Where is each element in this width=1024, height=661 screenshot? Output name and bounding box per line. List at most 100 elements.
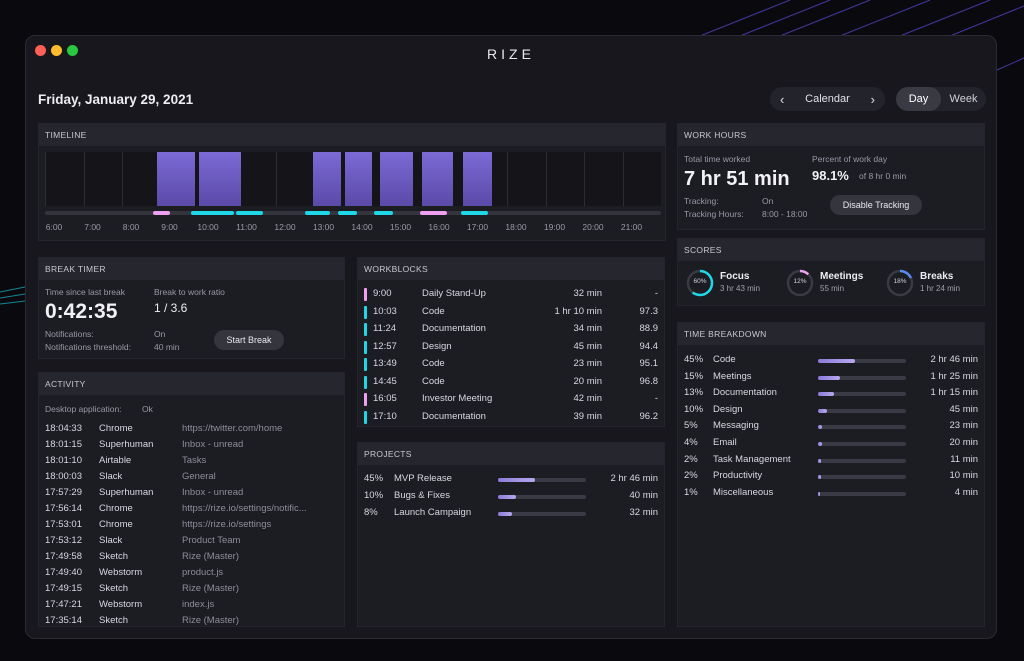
workblock-row[interactable]: 14:45 Code 20 min 96.8 xyxy=(358,375,664,390)
timeline-workblock-segment[interactable] xyxy=(152,211,171,215)
activity-detail: https://rize.io/settings/notific... xyxy=(182,503,307,514)
breakdown-row[interactable]: 1% Miscellaneous 4 min xyxy=(678,487,984,501)
notifications-value: On xyxy=(154,329,166,339)
workblock-row[interactable]: 16:05 Investor Meeting 42 min - xyxy=(358,393,664,407)
breakdown-row[interactable]: 2% Productivity 10 min xyxy=(678,470,984,484)
timeline-hour-label: 15:00 xyxy=(389,222,412,232)
chevron-left-icon[interactable]: ‹ xyxy=(780,91,785,107)
activity-row[interactable]: 18:01:15 Superhuman Inbox - unread xyxy=(39,439,344,453)
activity-row[interactable]: 17:57:29 Superhuman Inbox - unread xyxy=(39,487,344,501)
score-ring xyxy=(686,269,714,297)
workblock-name: Code xyxy=(422,358,445,369)
activity-detail: product.js xyxy=(182,567,224,578)
activity-app: Superhuman xyxy=(99,487,154,498)
view-day-button[interactable]: Day xyxy=(896,87,941,111)
start-break-button[interactable]: Start Break xyxy=(214,330,284,350)
activity-app: Superhuman xyxy=(99,439,154,450)
close-window-button[interactable] xyxy=(35,45,46,56)
workblock-row[interactable]: 17:10 Documentation 39 min 96.2 xyxy=(358,410,664,425)
activity-row[interactable]: 18:04:33 Chrome https://twitter.com/home xyxy=(39,423,344,437)
workblock-duration: 34 min xyxy=(573,323,602,334)
timeline-workblock-segment[interactable] xyxy=(191,211,234,215)
timeline-activity-block[interactable] xyxy=(312,152,342,206)
percent-value: 98.1% xyxy=(812,168,849,183)
project-row[interactable]: 45% MVP Release 2 hr 46 min xyxy=(358,473,664,487)
activity-row[interactable]: 17:35:14 Sketch Rize (Master) xyxy=(39,615,344,629)
breakdown-bar xyxy=(818,491,906,496)
timeline-activity-block[interactable] xyxy=(422,152,454,206)
workblock-name: Documentation xyxy=(422,323,486,334)
timeline-hour-cell xyxy=(276,152,315,206)
breakdown-row[interactable]: 13% Documentation 1 hr 15 min xyxy=(678,387,984,401)
breakdown-row[interactable]: 2% Task Management 11 min xyxy=(678,454,984,468)
activity-detail: General xyxy=(182,471,216,482)
view-week-button[interactable]: Week xyxy=(949,93,978,105)
activity-row[interactable]: 17:56:14 Chrome https://rize.io/settings/n… xyxy=(39,503,344,517)
breakdown-bar xyxy=(818,442,906,446)
percent-sub: of 8 hr 0 min xyxy=(859,171,907,181)
breakdown-row[interactable]: 45% Code 2 hr 46 min xyxy=(678,354,984,368)
activity-row[interactable]: 18:01:10 Airtable Tasks xyxy=(39,455,344,469)
activity-row[interactable]: 17:53:01 Chrome https://rize.io/settings xyxy=(39,519,344,533)
workblock-score: - xyxy=(654,288,658,299)
activity-time: 17:53:12 xyxy=(45,535,82,546)
minimize-window-button[interactable] xyxy=(51,45,62,56)
timeline-workblock-segment[interactable] xyxy=(374,211,394,215)
chevron-right-icon[interactable]: › xyxy=(870,91,875,107)
timeline-activity-block[interactable] xyxy=(379,152,400,206)
project-row[interactable]: 10% Bugs & Fixes 40 min xyxy=(358,490,664,504)
breakdown-percent: 2% xyxy=(684,453,698,465)
activity-time: 17:49:40 xyxy=(45,567,82,578)
project-bar-fill xyxy=(498,495,516,499)
activity-row[interactable]: 17:49:58 Sketch Rize (Master) xyxy=(39,551,344,565)
workblock-row[interactable]: 11:24 Documentation 34 min 88.9 xyxy=(358,323,664,337)
timeline-workblock-segment[interactable] xyxy=(460,211,488,215)
activity-app: Sketch xyxy=(99,583,129,594)
breakdown-duration: 11 min xyxy=(950,453,978,465)
breakdown-bar-fill xyxy=(818,425,823,430)
timeline-activity-block[interactable] xyxy=(156,152,196,206)
breakdown-bar-fill xyxy=(818,491,820,496)
timeline-workblock-segment[interactable] xyxy=(304,211,330,215)
workblock-color-bar xyxy=(364,410,367,424)
page-title: Friday, January 29, 2021 xyxy=(38,92,194,107)
workblock-score: 96.8 xyxy=(639,375,659,387)
breakdown-row[interactable]: 5% Messaging 23 min xyxy=(678,420,984,434)
activity-row[interactable]: 17:49:40 Webstorm product.js xyxy=(39,567,344,581)
activity-row[interactable]: 17:47:21 Webstorm index.js xyxy=(39,599,344,613)
timeline-activity-block[interactable] xyxy=(462,152,492,206)
activity-detail: index.js xyxy=(182,599,215,610)
workblock-row[interactable]: 13:49 Code 23 min 95.1 xyxy=(358,358,664,372)
timeline-hour-cell xyxy=(545,152,585,206)
activity-time: 17:49:15 xyxy=(45,583,82,594)
timeline-workblock-segment[interactable] xyxy=(235,211,263,215)
disable-tracking-button[interactable]: Disable Tracking xyxy=(830,195,922,215)
timeline-activity-block[interactable] xyxy=(199,152,228,206)
workblock-row[interactable]: 10:03 Code 1 hr 10 min 97.3 xyxy=(358,305,664,320)
activity-app: Sketch xyxy=(99,551,129,562)
break-timer-panel: BREAK TIMER Time since last break 0:42:3… xyxy=(38,257,345,359)
breakdown-row[interactable]: 15% Meetings 1 hr 25 min xyxy=(678,371,984,385)
activity-row[interactable]: 17:53:12 Slack Product Team xyxy=(39,535,344,549)
breakdown-bar-fill xyxy=(818,475,821,480)
activity-row[interactable]: 17:49:15 Sketch Rize (Master) xyxy=(39,583,344,597)
calendar-button[interactable]: Calendar xyxy=(805,93,850,105)
breakdown-row[interactable]: 4% Email 20 min xyxy=(678,437,984,451)
timeline-activity-block[interactable] xyxy=(227,152,242,206)
timeline-workblock-segment[interactable] xyxy=(337,211,357,215)
project-bar-fill xyxy=(498,478,535,482)
breakdown-bar-fill xyxy=(818,408,827,413)
timeline-activity-block[interactable] xyxy=(399,152,413,206)
breakdown-bar-fill xyxy=(818,442,822,446)
activity-row[interactable]: 18:00:03 Slack General xyxy=(39,471,344,485)
workblock-row[interactable]: 9:00 Daily Stand-Up 32 min - xyxy=(358,288,664,302)
breakdown-row[interactable]: 10% Design 45 min xyxy=(678,404,984,418)
timeline-activity-block[interactable] xyxy=(345,152,373,206)
breakdown-category: Miscellaneous xyxy=(713,486,774,498)
score-ring xyxy=(786,269,814,297)
workblock-row[interactable]: 12:57 Design 45 min 94.4 xyxy=(358,340,664,355)
calendar-nav: ‹ Calendar › xyxy=(770,87,885,111)
timeline-workblock-segment[interactable] xyxy=(420,211,448,215)
project-row[interactable]: 8% Launch Campaign 32 min xyxy=(358,507,664,521)
maximize-window-button[interactable] xyxy=(67,45,78,56)
